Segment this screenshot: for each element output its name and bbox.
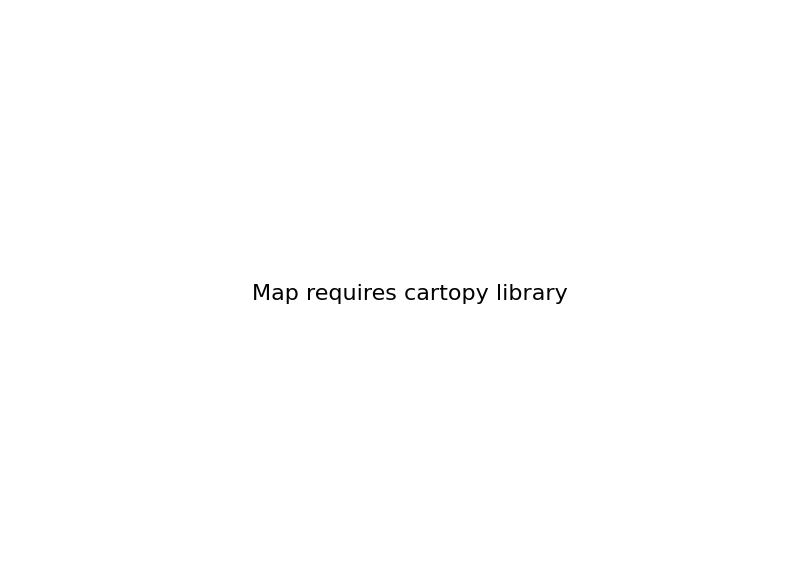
Text: Map requires cartopy library: Map requires cartopy library [252, 284, 568, 304]
